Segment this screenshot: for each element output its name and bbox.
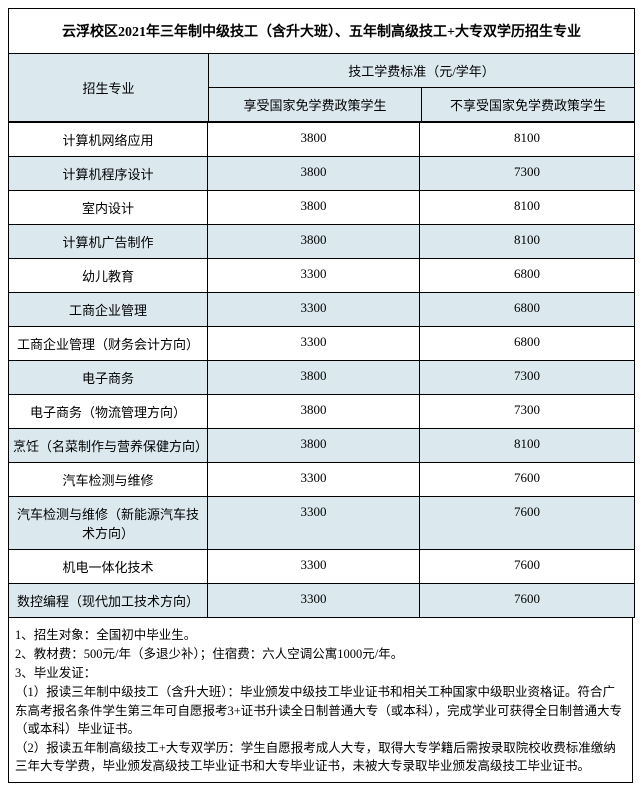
table-row: 工商企业管理33006800	[9, 292, 634, 326]
table-row: 工商企业管理（财务会计方向）33006800	[9, 326, 634, 360]
table-row: 汽车检测与维修33007600	[9, 462, 634, 496]
cell-fee-full: 7300	[420, 361, 634, 394]
table-title: 云浮校区2021年三年制中级技工（含升大班）、五年制高级技工+大专双学历招生专业	[9, 9, 634, 54]
table-row: 电子商务38007300	[9, 360, 634, 394]
table-row: 烹饪（名菜制作与营养保健方向）38008100	[9, 428, 634, 462]
note-line: （1）报读三年制中级技工（含升大班）：毕业颁发中级技工毕业证书和相关工种国家中级…	[15, 683, 626, 737]
cell-major: 电子商务（物流管理方向）	[9, 395, 208, 428]
cell-fee-subsidized: 3800	[208, 225, 420, 258]
cell-fee-subsidized: 3300	[208, 550, 420, 583]
cell-major: 室内设计	[9, 191, 208, 224]
table-row: 室内设计38008100	[9, 190, 634, 224]
cell-major: 电子商务	[9, 361, 208, 394]
header-major: 招生专业	[9, 54, 209, 121]
cell-major: 幼儿教育	[9, 259, 208, 292]
cell-fee-full: 8100	[420, 123, 634, 156]
table-row: 幼儿教育33006800	[9, 258, 634, 292]
cell-major: 烹饪（名菜制作与营养保健方向）	[9, 429, 208, 462]
cell-major: 计算机网络应用	[9, 123, 208, 156]
table-row: 汽车检测与维修（新能源汽车技术方向）33007600	[9, 496, 634, 549]
cell-fee-subsidized: 3300	[208, 293, 420, 326]
cell-major: 汽车检测与维修	[9, 463, 208, 496]
tuition-table: 云浮校区2021年三年制中级技工（含升大班）、五年制高级技工+大专双学历招生专业…	[8, 8, 635, 618]
cell-major: 工商企业管理（财务会计方向）	[9, 327, 208, 360]
cell-fee-full: 7300	[420, 157, 634, 190]
table-row: 电子商务（物流管理方向）38007300	[9, 394, 634, 428]
cell-fee-full: 6800	[420, 259, 634, 292]
cell-fee-subsidized: 3800	[208, 157, 420, 190]
table-row: 计算机网络应用38008100	[9, 122, 634, 156]
cell-fee-full: 8100	[420, 429, 634, 462]
cell-fee-full: 8100	[420, 191, 634, 224]
cell-fee-subsidized: 3800	[208, 395, 420, 428]
cell-fee-full: 7600	[420, 584, 634, 617]
cell-major: 计算机程序设计	[9, 157, 208, 190]
cell-fee-full: 7300	[420, 395, 634, 428]
cell-fee-subsidized: 3800	[208, 123, 420, 156]
note-line: （2）报读五年制高级技工+大专双学历：学生自愿报考成人大专，取得大专学籍后需按录…	[15, 739, 626, 775]
cell-fee-subsidized: 3300	[208, 327, 420, 360]
table-row: 数控编程（现代加工技术方向）33007600	[9, 583, 634, 617]
header-fee1: 享受国家免学费政策学生	[209, 88, 422, 121]
table-row: 计算机程序设计38007300	[9, 156, 634, 190]
cell-fee-full: 6800	[420, 293, 634, 326]
table-row: 机电一体化技术33007600	[9, 549, 634, 583]
cell-fee-full: 8100	[420, 225, 634, 258]
header-fee-title: 技工学费标准（元/学年）	[209, 54, 634, 88]
cell-fee-subsidized: 3800	[208, 191, 420, 224]
header-fee2: 不享受国家免学费政策学生	[422, 88, 634, 121]
cell-fee-subsidized: 3300	[208, 463, 420, 496]
table-header: 招生专业 技工学费标准（元/学年） 享受国家免学费政策学生 不享受国家免学费政策…	[9, 54, 634, 122]
cell-fee-subsidized: 3800	[208, 429, 420, 462]
cell-fee-subsidized: 3300	[208, 259, 420, 292]
cell-major: 工商企业管理	[9, 293, 208, 326]
cell-fee-subsidized: 3300	[208, 497, 420, 549]
header-fee-group: 技工学费标准（元/学年） 享受国家免学费政策学生 不享受国家免学费政策学生	[209, 54, 634, 121]
note-line: 3、毕业发证：	[15, 664, 626, 682]
cell-major: 汽车检测与维修（新能源汽车技术方向）	[9, 497, 208, 549]
cell-fee-full: 7600	[420, 550, 634, 583]
cell-fee-subsidized: 3800	[208, 361, 420, 394]
note-line: 1、招生对象：全国初中毕业生。	[15, 626, 626, 644]
notes-section: 1、招生对象：全国初中毕业生。2、教材费：500元/年（多退少补）；住宿费：六人…	[8, 618, 633, 783]
table-row: 计算机广告制作38008100	[9, 224, 634, 258]
note-line: 2、教材费：500元/年（多退少补）；住宿费：六人空调公寓1000元/年。	[15, 645, 626, 663]
cell-major: 机电一体化技术	[9, 550, 208, 583]
cell-fee-full: 6800	[420, 327, 634, 360]
cell-fee-full: 7600	[420, 497, 634, 549]
cell-major: 计算机广告制作	[9, 225, 208, 258]
cell-fee-full: 7600	[420, 463, 634, 496]
cell-major: 数控编程（现代加工技术方向）	[9, 584, 208, 617]
table-body: 计算机网络应用38008100计算机程序设计38007300室内设计380081…	[9, 122, 634, 617]
cell-fee-subsidized: 3300	[208, 584, 420, 617]
